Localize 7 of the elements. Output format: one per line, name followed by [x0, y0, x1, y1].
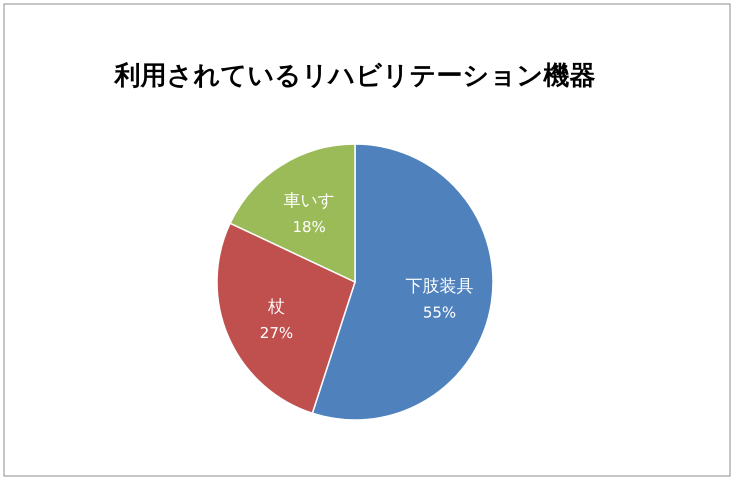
chart-title: 利用されているリハビリテーション機器: [114, 61, 596, 91]
data-label: 27%: [260, 324, 294, 342]
slice-label: 杖: [266, 296, 285, 317]
slice-label: 下肢装具: [406, 276, 474, 296]
slice-label: 車いす: [284, 190, 335, 211]
data-label: 55%: [422, 303, 456, 322]
data-label: 18%: [292, 218, 326, 236]
